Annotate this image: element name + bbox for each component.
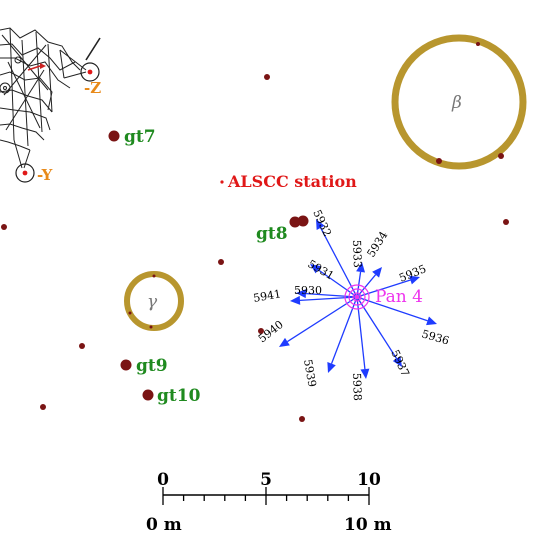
boulder xyxy=(436,158,442,164)
pan-frame-label-5931: 5931 xyxy=(306,257,337,282)
pan-arrow-head-5940 xyxy=(279,337,290,347)
pan-frame-label-5934: 5934 xyxy=(365,229,391,260)
pan-arrow-5941 xyxy=(299,296,358,302)
pan-frame-label-5933: 5933 xyxy=(350,240,364,268)
pan-arrow-head-5932 xyxy=(316,219,325,230)
pan-arrow-head-5935 xyxy=(409,275,420,285)
boulder xyxy=(498,153,504,159)
boulder-gt8-a xyxy=(289,216,301,228)
pan-arrow-head-5937 xyxy=(392,356,402,367)
pan-arrow-head-5933 xyxy=(356,262,366,273)
boulder-gt10 xyxy=(142,389,154,401)
scale-tick-label-0: 0 xyxy=(157,470,169,490)
pan-arrow-head-5936 xyxy=(426,316,437,326)
boulder xyxy=(128,311,132,315)
pan-station-marker xyxy=(344,284,370,310)
boulder-gt7 xyxy=(108,130,120,142)
boulder-gt8-b xyxy=(297,215,309,227)
crater-label-gamma: γ xyxy=(147,292,158,312)
boulder xyxy=(258,328,264,334)
boulder xyxy=(79,343,85,349)
boulder-gt9 xyxy=(120,359,132,371)
pan-arrow-head-5931 xyxy=(310,264,321,274)
boulders xyxy=(1,42,509,422)
boulder xyxy=(476,42,480,46)
pan-arrows xyxy=(279,219,437,379)
pan-arrow-5934 xyxy=(356,274,377,298)
boulder xyxy=(299,416,305,422)
boulder xyxy=(503,219,509,225)
scale-label-left: 0 m xyxy=(146,515,182,535)
pan-frame-label-5939: 5939 xyxy=(301,358,319,388)
alscc-station-marker xyxy=(220,180,224,184)
boulder xyxy=(1,224,7,230)
boulder xyxy=(149,325,153,329)
crater-label-beta: β xyxy=(451,93,462,113)
crater-beta-ring xyxy=(391,34,527,170)
pan-arrow-5940 xyxy=(287,296,358,343)
pan-frame-label-5940: 5940 xyxy=(256,318,286,345)
label-gt8: gt8 xyxy=(256,224,288,244)
boulder xyxy=(40,404,46,410)
pan-frame-label-5938: 5938 xyxy=(350,373,364,401)
pan-frame-label-5930: 5930 xyxy=(294,284,322,297)
label-gt9: gt9 xyxy=(136,356,168,376)
label-gt7: gt7 xyxy=(124,127,156,147)
pan-arrow-head-5941 xyxy=(290,295,301,305)
lm-structure xyxy=(0,27,101,169)
pan-frame-label-5941: 5941 xyxy=(252,287,282,305)
pan-frame-label-5937: 5937 xyxy=(388,348,412,379)
scale-tick-label-5: 5 xyxy=(260,470,272,490)
lunar-module-outline xyxy=(0,27,101,183)
pan-arrow-5932 xyxy=(320,227,358,298)
scale-tick-label-10: 10 xyxy=(357,470,381,490)
boulder xyxy=(264,74,270,80)
lm-label-y: -Y xyxy=(37,166,53,184)
pan-arrow-5935 xyxy=(356,279,411,298)
pan-arrow-head-5938 xyxy=(360,368,370,379)
pan-arrow-head-5939 xyxy=(327,362,336,373)
scale-bar-ticks xyxy=(162,487,370,505)
pan-arrow-head-5930 xyxy=(296,289,307,299)
label-gt10: gt10 xyxy=(157,386,201,406)
lm-footpad-z xyxy=(80,62,100,82)
alscc-station-label: ALSCC station xyxy=(227,172,357,191)
pan-arrow-5939 xyxy=(330,296,358,364)
pan-frame-label-5932: 5932 xyxy=(310,208,334,239)
crater-gamma-ring xyxy=(124,271,184,331)
pan-label: Pan 4 xyxy=(375,287,423,307)
boulder xyxy=(152,274,156,278)
pan-frame-label-5936: 5936 xyxy=(420,327,450,347)
boulder xyxy=(218,259,224,265)
lm-label-z: -Z xyxy=(84,79,101,97)
scale-label-right: 10 m xyxy=(344,515,392,535)
lm-footpad-y xyxy=(15,163,35,183)
pan-arrow-head-5934 xyxy=(372,267,382,278)
